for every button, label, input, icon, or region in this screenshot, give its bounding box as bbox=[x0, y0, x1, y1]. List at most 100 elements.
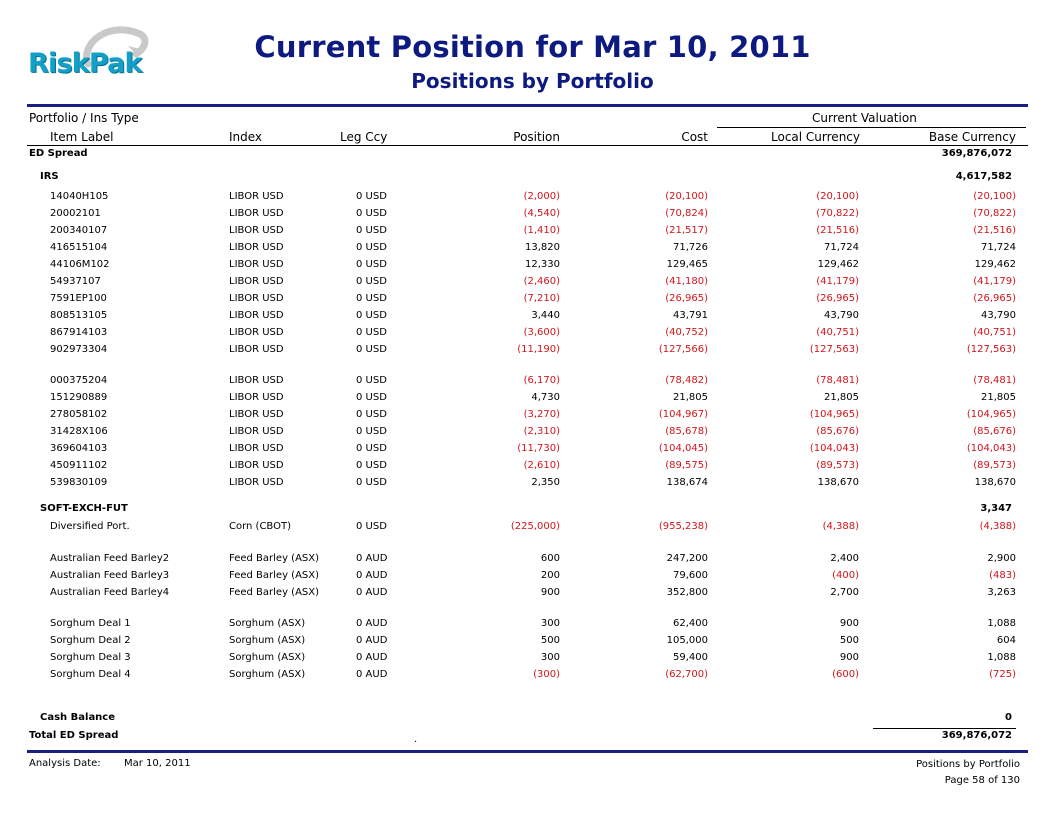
cell-leg-ccy: 0 USD bbox=[356, 208, 387, 219]
cell-position: 2,350 bbox=[531, 477, 560, 488]
ins-type-name: IRS bbox=[40, 171, 59, 182]
cell-leg-ccy: 0 USD bbox=[356, 293, 387, 304]
cell-local-currency: (20,100) bbox=[816, 191, 859, 202]
cell-local-currency: 71,724 bbox=[824, 242, 859, 253]
total-label: Total ED Spread bbox=[29, 730, 119, 741]
col-header-cost: Cost bbox=[681, 130, 708, 144]
cell-item-label: 450911102 bbox=[50, 460, 108, 471]
cell-leg-ccy: 0 USD bbox=[356, 225, 387, 236]
col-header-index: Index bbox=[229, 130, 263, 144]
ins-type-total: 3,347 bbox=[980, 503, 1012, 514]
cash-balance-value: 0 bbox=[1005, 712, 1012, 723]
cell-base-currency: 71,724 bbox=[981, 242, 1016, 253]
cell-cost: (70,824) bbox=[665, 208, 708, 219]
cell-item-label: Sorghum Deal 4 bbox=[50, 669, 131, 680]
total-value: 369,876,072 bbox=[941, 730, 1012, 741]
cell-leg-ccy: 0 AUD bbox=[356, 587, 388, 598]
cell-index: LIBOR USD bbox=[229, 310, 284, 321]
cell-item-label: Diversified Port. bbox=[50, 521, 130, 532]
cell-base-currency: (89,573) bbox=[973, 460, 1016, 471]
cell-local-currency: 2,400 bbox=[830, 553, 859, 564]
col-header-local-currency: Local Currency bbox=[771, 130, 860, 144]
cell-index: Feed Barley (ASX) bbox=[229, 587, 320, 598]
header-rule bbox=[27, 104, 1028, 107]
riskpak-logo: RiskPak bbox=[28, 24, 154, 82]
cell-leg-ccy: 0 USD bbox=[356, 259, 387, 270]
cell-item-label: 44106M102 bbox=[50, 259, 110, 270]
cell-base-currency: 21,805 bbox=[981, 392, 1016, 403]
cell-cost: 247,200 bbox=[666, 553, 708, 564]
cell-position: 300 bbox=[540, 652, 560, 663]
portfolio-total: 369,876,072 bbox=[941, 148, 1012, 159]
cell-position: (2,310) bbox=[523, 426, 560, 437]
cell-local-currency: 138,670 bbox=[817, 477, 859, 488]
cell-item-label: 20002101 bbox=[50, 208, 101, 219]
cell-index: Corn (CBOT) bbox=[229, 521, 292, 532]
cell-item-label: 416515104 bbox=[50, 242, 108, 253]
col-header-leg-ccy: Leg Ccy bbox=[340, 130, 388, 144]
cell-index: LIBOR USD bbox=[229, 460, 284, 471]
cell-cost: (78,482) bbox=[665, 375, 708, 386]
cell-cost: (955,238) bbox=[658, 521, 708, 532]
cell-local-currency: (104,043) bbox=[809, 443, 859, 454]
col-header-position: Position bbox=[513, 130, 560, 144]
cell-position: (2,460) bbox=[523, 276, 560, 287]
cell-position: (11,730) bbox=[517, 443, 560, 454]
cell-cost: 79,600 bbox=[673, 570, 708, 581]
cell-leg-ccy: 0 AUD bbox=[356, 618, 388, 629]
cell-base-currency: (26,965) bbox=[973, 293, 1016, 304]
cell-position: (4,540) bbox=[523, 208, 560, 219]
cell-base-currency: 43,790 bbox=[981, 310, 1016, 321]
cell-item-label: 867914103 bbox=[50, 327, 108, 338]
cell-position: 12,330 bbox=[525, 259, 560, 270]
cell-local-currency: (400) bbox=[832, 570, 859, 581]
cell-index: LIBOR USD bbox=[229, 293, 284, 304]
cell-position: (7,210) bbox=[523, 293, 560, 304]
cell-cost: (40,752) bbox=[665, 327, 708, 338]
cell-position: (3,600) bbox=[523, 327, 560, 338]
cell-cost: 62,400 bbox=[673, 618, 708, 629]
footer-report-name: Positions by Portfolio bbox=[916, 759, 1020, 770]
cell-item-label: Sorghum Deal 3 bbox=[50, 652, 131, 663]
cell-local-currency: 129,462 bbox=[817, 259, 859, 270]
cell-base-currency: (21,516) bbox=[973, 225, 1016, 236]
cell-index: Sorghum (ASX) bbox=[229, 669, 306, 680]
cell-item-label: 54937107 bbox=[50, 276, 101, 287]
cell-position: 600 bbox=[540, 553, 560, 564]
cell-position: (11,190) bbox=[517, 344, 560, 355]
cell-index: LIBOR USD bbox=[229, 426, 284, 437]
cell-item-label: 808513105 bbox=[50, 310, 108, 321]
cell-cost: 43,791 bbox=[673, 310, 708, 321]
cell-cost: (21,517) bbox=[665, 225, 708, 236]
cash-balance-label: Cash Balance bbox=[40, 712, 116, 723]
cell-cost: 59,400 bbox=[673, 652, 708, 663]
cell-cost: (104,045) bbox=[658, 443, 708, 454]
cell-base-currency: 129,462 bbox=[974, 259, 1016, 270]
analysis-date-label: Analysis Date: bbox=[29, 758, 101, 769]
cell-position: 13,820 bbox=[525, 242, 560, 253]
report-title: Current Position for Mar 10, 2011 bbox=[254, 30, 811, 64]
cell-position: 900 bbox=[540, 587, 560, 598]
cell-item-label: 14040H105 bbox=[50, 191, 109, 202]
cell-cost: 138,674 bbox=[666, 477, 708, 488]
analysis-date: Mar 10, 2011 bbox=[124, 758, 191, 769]
cell-base-currency: (78,481) bbox=[973, 375, 1016, 386]
cell-local-currency: (600) bbox=[832, 669, 859, 680]
cell-leg-ccy: 0 USD bbox=[356, 460, 387, 471]
cell-leg-ccy: 0 USD bbox=[356, 327, 387, 338]
cell-local-currency: 500 bbox=[839, 635, 859, 646]
cell-leg-ccy: 0 USD bbox=[356, 242, 387, 253]
cell-cost: (62,700) bbox=[665, 669, 708, 680]
cell-index: LIBOR USD bbox=[229, 477, 284, 488]
cell-local-currency: 21,805 bbox=[824, 392, 859, 403]
cell-index: LIBOR USD bbox=[229, 375, 284, 386]
cell-item-label: Australian Feed Barley2 bbox=[50, 553, 170, 564]
cell-index: LIBOR USD bbox=[229, 208, 284, 219]
cell-cost: 71,726 bbox=[673, 242, 708, 253]
cell-local-currency: (70,822) bbox=[816, 208, 859, 219]
cell-local-currency: 2,700 bbox=[830, 587, 859, 598]
cell-leg-ccy: 0 USD bbox=[356, 426, 387, 437]
ins-type-name: SOFT-EXCH-FUT bbox=[40, 503, 128, 514]
cell-position: 200 bbox=[540, 570, 560, 581]
cell-position: 500 bbox=[540, 635, 560, 646]
